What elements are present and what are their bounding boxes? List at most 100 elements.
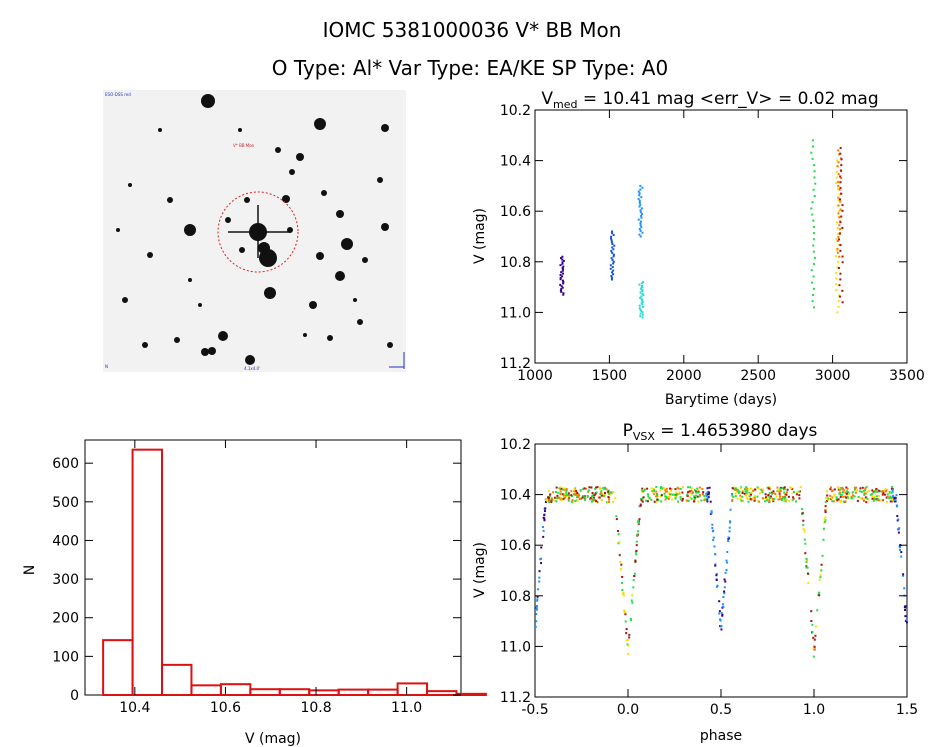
lightcurve-point-series-2: [637, 190, 640, 193]
phased-point-series-2: [768, 500, 771, 503]
phased-point-series-2: [655, 486, 658, 489]
phased-point-series-5: [583, 487, 586, 490]
phased-point-series-2: [805, 566, 808, 569]
star-15: [258, 242, 270, 254]
phased-point-series-3: [825, 490, 828, 493]
lightcurve-ytick-label: 10.4: [500, 154, 531, 170]
lightcurve-point-series-5: [837, 305, 840, 308]
phased-point-series-3: [818, 578, 821, 581]
lightcurve-point-series-0: [559, 278, 562, 281]
phased-point-series-4: [852, 494, 855, 497]
phased-point-series-2: [565, 491, 568, 494]
phased-point-series-3: [611, 500, 614, 503]
phased-point-series-5: [640, 499, 643, 502]
phased-point-series-5: [642, 496, 645, 499]
lightcurve-point-series-7: [841, 261, 844, 264]
phased-point-series-4: [846, 487, 849, 490]
phased-point-series-3: [753, 495, 756, 498]
phased-point-series-2: [548, 501, 551, 504]
phased-point-series-3: [758, 492, 761, 495]
phased-point-series-4: [587, 490, 590, 493]
phased-point-series-2: [744, 490, 747, 493]
lightcurve-point-series-1: [610, 235, 613, 238]
phased-point-series-2: [641, 497, 644, 500]
phased-point-series-2: [839, 488, 842, 491]
lightcurve-point-series-0: [559, 283, 562, 286]
phased-point-series-5: [576, 491, 579, 494]
phased-point-series-2: [570, 500, 573, 503]
lightcurve-point-series-7: [838, 232, 841, 235]
phased-point-series-4: [559, 492, 562, 495]
phased-point-series-2: [624, 620, 627, 623]
histogram-ytick-label: 300: [52, 572, 79, 588]
phased-point-series-3: [744, 494, 747, 497]
phased-point-series-2: [783, 491, 786, 494]
phased-point-series-2: [835, 497, 838, 500]
lightcurve-point-series-5: [835, 288, 838, 291]
phased-point-series-3: [696, 488, 699, 491]
lightcurve-point-series-6: [837, 149, 840, 152]
phased-point-series-3: [681, 486, 684, 489]
phased-point-series-5: [641, 500, 644, 503]
phased-point-series-2: [591, 494, 594, 497]
phased-point-series-5: [588, 486, 591, 489]
phased-point-series-4: [564, 496, 567, 499]
phased-point-series-1: [727, 540, 730, 543]
star-19: [335, 271, 345, 281]
phased-point-series-3: [880, 499, 883, 502]
histogram-y-label: N: [22, 565, 38, 575]
lightcurve-point-series-4: [813, 164, 816, 167]
phased-point-series-2: [634, 553, 637, 556]
lightcurve-point-series-5: [837, 260, 840, 263]
phased-point-series-4: [655, 490, 658, 493]
lightcurve-point-series-2: [638, 199, 641, 202]
lightcurve-point-series-4: [811, 201, 814, 204]
phased-point-series-5: [550, 501, 553, 504]
phased-point-series-5: [634, 559, 637, 562]
phased-ytick-label: 10.8: [500, 589, 531, 605]
phased-point-series-4: [792, 497, 795, 500]
lightcurve-point-series-3: [641, 290, 644, 293]
phased-point-series-1: [710, 511, 713, 514]
phased-point-series-2: [853, 488, 856, 491]
phased-point-series-5: [885, 489, 888, 492]
lightcurve-point-series-4: [811, 300, 814, 303]
phased-point-series-2: [558, 496, 561, 499]
phased-point-series-3: [620, 568, 623, 571]
star-23: [208, 347, 216, 355]
phased-point-series-0: [543, 517, 546, 520]
phased-point-series-1: [536, 608, 539, 611]
phased-point-series-1: [719, 619, 722, 622]
phased-point-series-1: [711, 526, 714, 529]
phased-point-series-5: [625, 632, 628, 635]
phased-point-series-4: [607, 498, 610, 501]
phased-point-series-3: [609, 493, 612, 496]
lightcurve-point-series-5: [835, 277, 838, 280]
phased-point-series-1: [541, 526, 544, 529]
phased-point-series-2: [748, 495, 751, 498]
phased-point-series-0: [896, 519, 899, 522]
phased-point-series-3: [803, 530, 806, 533]
lightcurve-point-series-1: [612, 260, 615, 263]
phased-point-series-2: [630, 599, 633, 602]
histogram-ytick-label: 200: [52, 611, 79, 627]
phased-point-series-3: [799, 486, 802, 489]
phased-point-series-0: [904, 615, 907, 618]
phased-point-series-1: [716, 585, 719, 588]
phased-point-series-2: [696, 487, 699, 490]
lightcurve-point-series-1: [611, 242, 614, 245]
lightcurve-point-series-0: [561, 272, 564, 275]
phased-point-series-4: [841, 487, 844, 490]
lightcurve-point-series-6: [838, 216, 841, 219]
phased-point-series-2: [565, 489, 568, 492]
phased-point-series-2: [806, 566, 809, 569]
phased-point-series-0: [706, 500, 709, 503]
phased-point-series-0: [714, 564, 717, 567]
lightcurve-point-series-0: [562, 268, 565, 271]
phased-point-series-2: [633, 572, 636, 575]
phased-point-series-1: [891, 488, 894, 491]
phased-point-series-5: [595, 500, 598, 503]
phased-point-series-2: [617, 533, 620, 536]
lightcurve-point-series-2: [638, 205, 641, 208]
lightcurve-point-series-0: [561, 262, 564, 265]
